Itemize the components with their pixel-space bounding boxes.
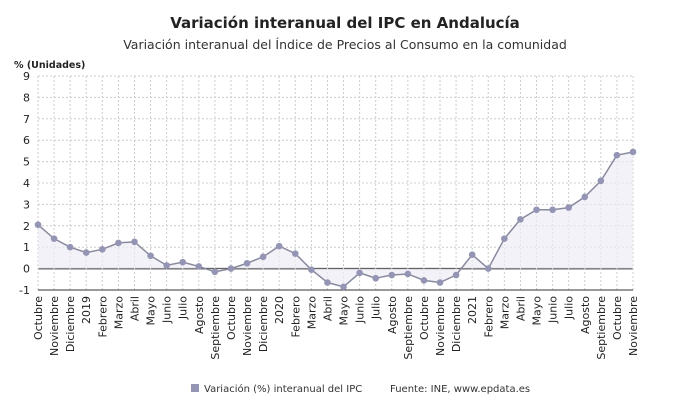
x-tick-label: Noviembre — [627, 296, 640, 356]
x-tick-label: Julio — [563, 296, 576, 320]
data-point — [517, 216, 524, 223]
y-tick-label: 4 — [23, 177, 30, 190]
x-tick-label: Diciembre — [64, 296, 77, 352]
x-tick-label: Noviembre — [48, 296, 61, 356]
data-point — [549, 206, 556, 214]
data-point — [468, 251, 476, 258]
x-tick-label: Septiembre — [402, 296, 415, 360]
legend: Variación (%) interanual del IPC Fuente:… — [191, 383, 530, 395]
data-point — [340, 283, 347, 291]
x-tick-label: Febrero — [289, 296, 302, 338]
chart-title: Variación interanual del IPC en Andalucí… — [170, 14, 520, 32]
x-tick-label: Marzo — [112, 296, 125, 330]
x-tick-label: Marzo — [498, 296, 511, 330]
y-tick-label: 8 — [23, 91, 30, 104]
y-tick-label: 5 — [23, 156, 30, 169]
data-point — [66, 243, 74, 251]
data-point — [420, 277, 428, 284]
legend-swatch — [191, 384, 199, 392]
data-point — [259, 253, 267, 261]
y-tick-label: 6 — [23, 134, 30, 147]
data-point — [195, 263, 203, 270]
data-point — [243, 259, 251, 267]
x-tick-label: 2019 — [80, 296, 93, 324]
data-point — [324, 279, 331, 286]
y-axis-label: % (Unidades) — [14, 60, 85, 71]
x-tick-label: Octubre — [32, 296, 45, 340]
x-tick-label: Mayo — [338, 296, 351, 326]
data-point — [629, 148, 637, 156]
data-point — [597, 177, 605, 185]
y-tick-label: 7 — [23, 113, 30, 126]
y-tick-label: 3 — [23, 198, 30, 211]
data-point — [131, 238, 138, 246]
x-tick-label: Octubre — [418, 296, 431, 340]
x-tick-label: Julio — [177, 296, 190, 320]
data-point — [147, 252, 154, 260]
chart-subtitle: Variación interanual del Índice de Preci… — [123, 37, 567, 52]
x-tick-label: Junio — [547, 296, 560, 324]
x-tick-label: Octubre — [225, 296, 238, 340]
x-tick-label: Febrero — [482, 296, 495, 338]
data-point — [211, 268, 219, 276]
x-tick-label: Septiembre — [595, 296, 608, 360]
data-point — [613, 151, 621, 159]
x-tick-label: Abril — [514, 296, 527, 321]
data-point — [452, 271, 460, 279]
data-point — [436, 279, 444, 286]
data-point — [404, 270, 412, 278]
x-tick-label: Septiembre — [209, 296, 222, 360]
data-point — [275, 242, 283, 250]
x-tick-label: Agosto — [386, 296, 399, 334]
data-point — [388, 271, 396, 279]
y-tick-label: 2 — [23, 220, 30, 233]
y-tick-label: -1 — [19, 284, 30, 297]
y-tick-label: 9 — [23, 70, 30, 83]
data-point — [308, 266, 315, 273]
x-tick-label: Diciembre — [450, 296, 463, 352]
data-point — [99, 246, 106, 253]
x-tick-label: Febrero — [96, 296, 109, 338]
data-point — [581, 193, 589, 201]
x-tick-label: Noviembre — [434, 296, 447, 356]
data-point — [533, 206, 540, 214]
x-tick-label: Junio — [354, 296, 367, 324]
data-point — [115, 239, 122, 247]
x-tick-label: Abril — [321, 296, 334, 321]
x-tick-label: Noviembre — [241, 296, 254, 356]
data-point — [34, 221, 42, 229]
data-point — [82, 249, 90, 256]
data-point — [50, 235, 58, 242]
x-tick-label: Diciembre — [257, 296, 270, 352]
y-tick-label: 0 — [23, 263, 30, 276]
data-point — [227, 265, 235, 272]
x-tick-label: 2021 — [466, 296, 479, 324]
x-tick-label: Agosto — [579, 296, 592, 334]
data-point — [163, 262, 170, 269]
x-tick-label: Mayo — [145, 296, 158, 326]
y-tick-label: 1 — [23, 241, 30, 254]
source-text: Fuente: INE, www.epdata.es — [390, 384, 530, 395]
x-tick-label: 2020 — [273, 296, 286, 324]
x-tick-label: Abril — [128, 296, 141, 321]
data-point — [291, 250, 299, 257]
x-tick-label: Junio — [161, 296, 174, 324]
x-tick-label: Agosto — [193, 296, 206, 334]
series-area — [38, 151, 633, 287]
data-point — [501, 235, 508, 242]
x-tick-label: Octubre — [611, 296, 624, 340]
data-point — [565, 204, 572, 211]
x-tick-label: Marzo — [305, 296, 318, 330]
data-point — [372, 274, 380, 282]
data-point — [484, 265, 492, 272]
data-point — [179, 258, 187, 266]
data-point — [356, 269, 363, 277]
legend-label: Variación (%) interanual del IPC — [204, 383, 362, 395]
x-tick-label: Mayo — [531, 296, 544, 326]
x-tick-label: Julio — [370, 296, 383, 320]
